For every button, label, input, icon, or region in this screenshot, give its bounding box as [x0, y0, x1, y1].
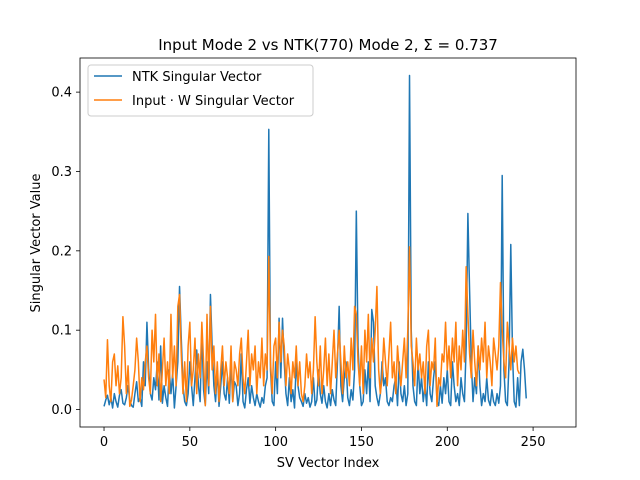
- x-tick-label: 100: [263, 435, 288, 450]
- y-tick-label: 0.1: [51, 324, 72, 339]
- x-tick-label: 50: [182, 435, 199, 450]
- plot-frame: [79, 57, 577, 428]
- y-tick-label: 0.0: [51, 403, 72, 418]
- y-tick-label: 0.4: [51, 86, 72, 101]
- legend-label-ntk: NTK Singular Vector: [132, 70, 262, 85]
- legend-box: [87, 64, 314, 117]
- y-tick-label: 0.2: [51, 244, 72, 259]
- x-tick-label: 0: [100, 435, 108, 450]
- y-axis-label: Singular Vector Value: [29, 174, 44, 313]
- x-axis-label: SV Vector Index: [277, 456, 380, 471]
- axis-ticks: 0 50 100 150 200 250 0.0 0.1 0.2 0.3 0.4: [51, 86, 545, 450]
- x-tick-label: 250: [521, 435, 546, 450]
- ntk-singular-vector-line: [103, 74, 527, 409]
- x-tick-label: 150: [349, 435, 374, 450]
- x-tick-label: 200: [435, 435, 460, 450]
- legend: NTK Singular Vector Input · W Singular V…: [87, 64, 314, 117]
- chart-title: Input Mode 2 vs NTK(770) Mode 2, Σ = 0.7…: [158, 36, 498, 54]
- input-w-singular-vector-line: [103, 246, 521, 408]
- y-tick-label: 0.3: [51, 165, 72, 180]
- legend-label-input-w: Input · W Singular Vector: [132, 94, 295, 109]
- series-layer: [103, 74, 527, 409]
